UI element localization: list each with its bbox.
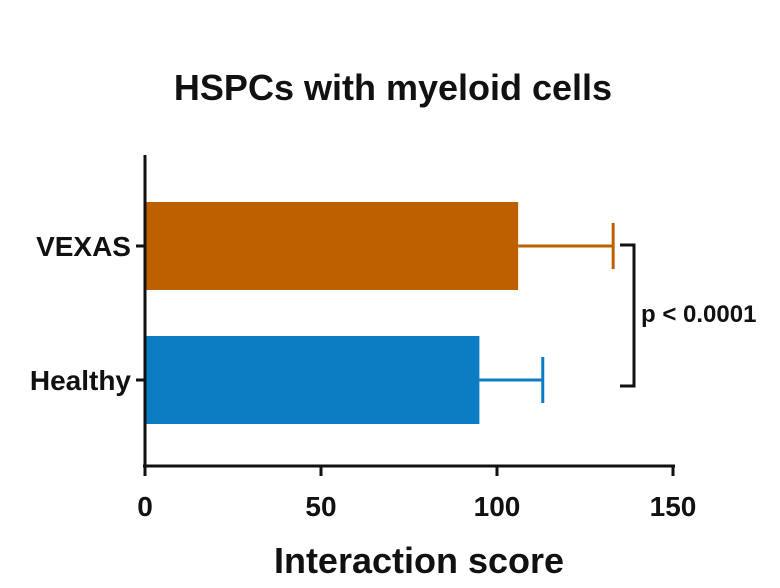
category-label-vexas: VEXAS: [36, 231, 131, 262]
chart-title: HSPCs with myeloid cells: [174, 67, 612, 108]
significance-bracket: [620, 243, 636, 388]
x-ticks-group: 0 50 100 150: [137, 466, 696, 522]
bar-vexas: [145, 202, 519, 290]
bars-group: [145, 202, 519, 424]
error-bars-group: [479, 223, 615, 403]
x-tick-label-50: 50: [305, 491, 336, 522]
x-tick-label-0: 0: [137, 491, 153, 522]
category-labels-group: VEXAS Healthy: [30, 231, 145, 396]
x-tick-label-100: 100: [474, 491, 521, 522]
category-label-healthy: Healthy: [30, 365, 132, 396]
x-tick-label-150: 150: [650, 491, 697, 522]
x-axis-title: Interaction score: [274, 540, 564, 581]
bar-healthy: [145, 336, 480, 424]
p-value-annotation: p < 0.0001: [641, 301, 756, 328]
